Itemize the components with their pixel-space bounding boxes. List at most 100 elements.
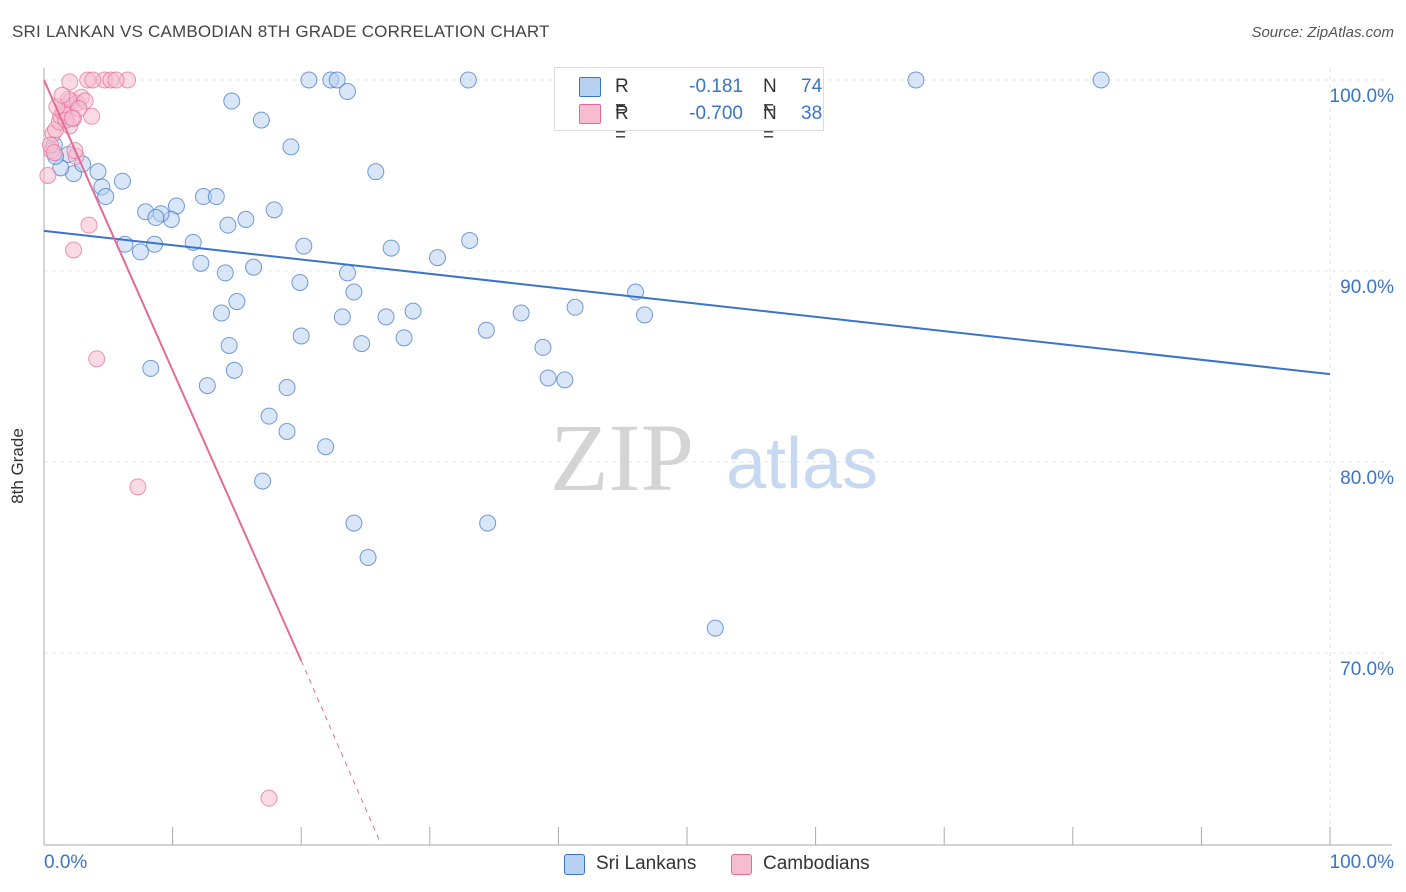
data-point bbox=[207, 188, 225, 206]
data-point bbox=[39, 167, 57, 184]
data-point bbox=[260, 789, 278, 807]
data-point bbox=[131, 243, 149, 261]
data-point bbox=[534, 338, 552, 356]
chart-title: SRI LANKAN VS CAMBODIAN 8TH GRADE CORREL… bbox=[12, 22, 550, 41]
cambodians-trend-line bbox=[43, 79, 303, 662]
legend-swatch-blue bbox=[564, 854, 585, 875]
data-point bbox=[228, 293, 246, 311]
data-point bbox=[333, 308, 351, 326]
data-point bbox=[461, 231, 479, 249]
x-tick-label-min: 0.0% bbox=[44, 852, 88, 873]
data-point bbox=[317, 438, 335, 456]
data-point bbox=[61, 73, 79, 91]
cambodians-points bbox=[39, 71, 278, 807]
data-point bbox=[295, 237, 313, 255]
data-point bbox=[395, 329, 413, 347]
data-point bbox=[292, 327, 310, 345]
legend-label-sri-lankans: Sri Lankans bbox=[596, 853, 697, 874]
data-point bbox=[80, 216, 98, 234]
data-point bbox=[477, 321, 495, 339]
data-point bbox=[147, 209, 165, 227]
data-point bbox=[539, 369, 557, 387]
data-point bbox=[129, 478, 147, 496]
data-point bbox=[556, 371, 574, 389]
data-point bbox=[291, 273, 309, 291]
data-point bbox=[459, 71, 477, 89]
data-point bbox=[338, 82, 356, 100]
data-point bbox=[359, 549, 377, 566]
data-point bbox=[223, 92, 241, 110]
data-point bbox=[300, 71, 318, 89]
y-tick-label: 80.0% bbox=[1340, 468, 1394, 489]
data-point bbox=[220, 336, 238, 354]
y-tick-label: 100.0% bbox=[1329, 86, 1394, 107]
data-point bbox=[345, 514, 363, 532]
data-point bbox=[252, 111, 270, 129]
data-point bbox=[1092, 71, 1110, 89]
data-point bbox=[429, 249, 447, 267]
axes bbox=[43, 68, 1392, 846]
watermark-zip: ZIP bbox=[550, 404, 694, 511]
data-point bbox=[212, 304, 230, 322]
legend-label-cambodians: Cambodians bbox=[763, 853, 870, 874]
legend-r-label: R = bbox=[615, 76, 629, 119]
data-point bbox=[107, 71, 125, 89]
data-point bbox=[265, 201, 283, 219]
data-point bbox=[53, 86, 71, 104]
data-point bbox=[377, 308, 395, 326]
data-point bbox=[382, 239, 400, 257]
data-point bbox=[225, 361, 243, 379]
trend-lines bbox=[43, 79, 1331, 845]
data-point bbox=[198, 377, 216, 395]
legend-swatch-blue bbox=[579, 77, 601, 97]
legend-n-value: 38 bbox=[801, 103, 823, 124]
legend-swatch-pink bbox=[731, 854, 752, 875]
data-point bbox=[282, 138, 300, 156]
data-point bbox=[45, 144, 63, 162]
data-point bbox=[97, 188, 115, 206]
cambodians-trend-extension bbox=[300, 660, 382, 845]
data-point bbox=[706, 619, 724, 637]
data-point bbox=[63, 109, 81, 127]
data-point bbox=[245, 258, 263, 276]
data-point bbox=[512, 304, 530, 322]
data-point bbox=[216, 264, 234, 282]
data-point bbox=[345, 283, 363, 301]
data-point bbox=[367, 163, 385, 181]
data-point bbox=[83, 107, 101, 125]
legend-n-label: N = bbox=[763, 76, 777, 119]
data-point bbox=[907, 71, 925, 89]
data-point bbox=[353, 335, 371, 353]
data-point bbox=[328, 71, 346, 89]
legend-r-value: -0.181 bbox=[689, 76, 743, 97]
data-point bbox=[254, 472, 272, 490]
data-point bbox=[237, 210, 255, 228]
legend-r-value: -0.700 bbox=[689, 103, 743, 124]
data-point bbox=[404, 302, 422, 320]
data-point bbox=[65, 241, 83, 259]
correlation-legend: R = -0.181 N = 74 R = -0.700 N = 38 bbox=[554, 67, 824, 146]
legend-swatch-pink bbox=[579, 104, 601, 124]
sri-lankans-trend-line bbox=[43, 229, 1331, 376]
legend-r-label: R = bbox=[615, 103, 629, 146]
data-point bbox=[89, 163, 107, 181]
data-point bbox=[260, 407, 278, 425]
x-tick-label-max: 100.0% bbox=[1329, 852, 1394, 873]
data-point bbox=[636, 306, 654, 324]
data-point bbox=[479, 514, 497, 532]
data-point bbox=[338, 264, 356, 282]
legend-n-label: N = bbox=[763, 103, 777, 146]
data-point bbox=[219, 216, 237, 234]
sri-lankans-points bbox=[45, 71, 1110, 637]
data-point bbox=[192, 254, 210, 272]
data-point bbox=[566, 298, 584, 316]
y-axis-label: 8th Grade bbox=[8, 428, 27, 504]
source-label: Source: ZipAtlas.com bbox=[1251, 24, 1394, 41]
y-tick-label: 70.0% bbox=[1340, 659, 1394, 680]
data-point bbox=[142, 359, 160, 377]
watermark-atlas: atlas bbox=[726, 424, 878, 504]
data-point bbox=[84, 71, 102, 89]
legend-n-value: 74 bbox=[801, 76, 823, 97]
data-point bbox=[113, 172, 131, 190]
